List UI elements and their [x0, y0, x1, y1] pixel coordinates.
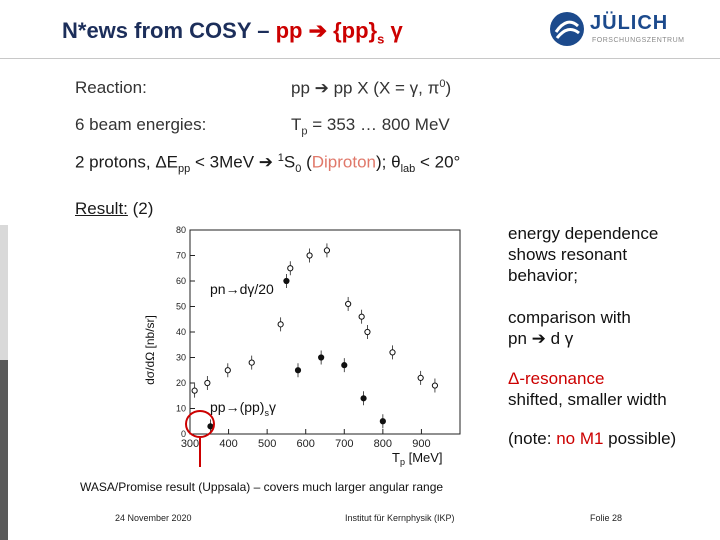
x-tick-label: 900: [412, 438, 430, 450]
logo-subtitle: FORSCHUNGSZENTRUM: [592, 37, 685, 44]
pn-data-point: [431, 382, 439, 389]
title-divider: [0, 58, 720, 59]
logo-word: JÜLICH: [590, 12, 669, 34]
title-prefix: N*ews from COSY –: [62, 18, 270, 43]
pp-data-point: [294, 367, 302, 374]
pp-data-point: [318, 354, 325, 361]
pp-data-point: [379, 418, 386, 425]
title-reaction: pp ➔ {pp}s γ: [275, 18, 403, 47]
pn-data-point: [345, 300, 352, 308]
reaction-label: Reaction:: [75, 78, 147, 97]
pn-data-point: [417, 374, 424, 381]
pn-data-point: [306, 252, 313, 259]
sidebar-accent-light: [0, 225, 8, 360]
x-tick-label: 300: [181, 438, 199, 450]
note-energy-dependence: energy dependence shows resonant behavio…: [508, 224, 659, 285]
y-tick-label: 40: [176, 327, 186, 337]
reaction-value: pp ➔ pp X (X = γ, π0): [291, 78, 452, 98]
diproton-line: 2 protons, ΔEpp < 3MeV ➔ 1S0 (Diproton);…: [75, 152, 461, 176]
x-tick-label: 700: [335, 438, 353, 450]
pn-data-point: [389, 349, 396, 356]
result-label: Result:: [75, 199, 128, 218]
footer-date: 24 November 2020: [115, 513, 192, 523]
y-tick-label: 80: [176, 225, 186, 235]
y-tick-label: 70: [176, 251, 186, 261]
footer-page: Folie 28: [590, 513, 623, 523]
pp-data-point: [341, 362, 348, 369]
pn-data-point: [358, 313, 365, 320]
y-tick-label: 10: [176, 404, 186, 414]
plot-svg: dσ/dΩ [nb/sr] 0 10 20 30 40 50 60 70 80 300 400 500…: [143, 225, 461, 467]
slide-title: N*ews from COSY – pp ➔ {pp}s γ: [62, 18, 403, 46]
y-tick-label: 20: [176, 378, 186, 388]
y-tick-label: 30: [176, 353, 186, 363]
y-tick-label: 60: [176, 276, 186, 286]
x-tick-label: 600: [297, 438, 315, 450]
y-tick-label: 50: [176, 302, 186, 312]
pn-data-point: [277, 321, 284, 328]
note-no-m1: (note: no M1 possible): [508, 429, 677, 448]
pp-data-point: [283, 277, 290, 285]
pn-data-point: [287, 265, 294, 272]
x-tick-label: 500: [258, 438, 276, 450]
pn-data-point: [323, 247, 331, 254]
pn-data-point: [204, 379, 211, 387]
footer-institute: Institut für Kernphysik (IKP): [345, 513, 455, 523]
pn-data-point: [248, 359, 255, 366]
x-axis-label: Tp [MeV]: [392, 450, 443, 467]
highlight-circle: [185, 410, 215, 438]
pn-series-label: pn→dγ/20: [210, 281, 274, 297]
pn-data-point: [224, 367, 231, 374]
y-axis-label: dσ/dΩ [nb/sr]: [143, 315, 157, 385]
note-delta-resonance: Δ-resonance shifted, smaller width: [508, 369, 667, 409]
sidebar-accent-dark: [0, 360, 8, 540]
pn-data-point: [191, 387, 198, 394]
x-tick-label: 400: [219, 438, 237, 450]
result-heading: Result: (2): [75, 199, 154, 218]
beam-label: 6 beam energies:: [75, 115, 207, 134]
cross-section-plot: dσ/dΩ [nb/sr] 0 10 20 30 40 50 60 70 80 300 400 500…: [140, 222, 470, 467]
wasa-caption: WASA/Promise result (Uppsala) – covers m…: [80, 480, 444, 494]
beam-value: Tp = 353 … 800 MeV: [291, 115, 450, 138]
pp-data-point: [360, 395, 367, 402]
y-tick-label: 0: [181, 429, 186, 439]
note-comparison: comparison with pn ➔ d γ: [508, 308, 631, 348]
logo-mark-icon: [550, 12, 584, 46]
pn-data-point: [364, 328, 371, 336]
x-tick-label: 800: [374, 438, 392, 450]
pp-series-label: pp→(pp)sγ: [210, 399, 276, 418]
diproton-term: Diproton: [311, 152, 377, 172]
juelich-logo: JÜLICH FORSCHUNGSZENTRUM: [548, 10, 708, 50]
